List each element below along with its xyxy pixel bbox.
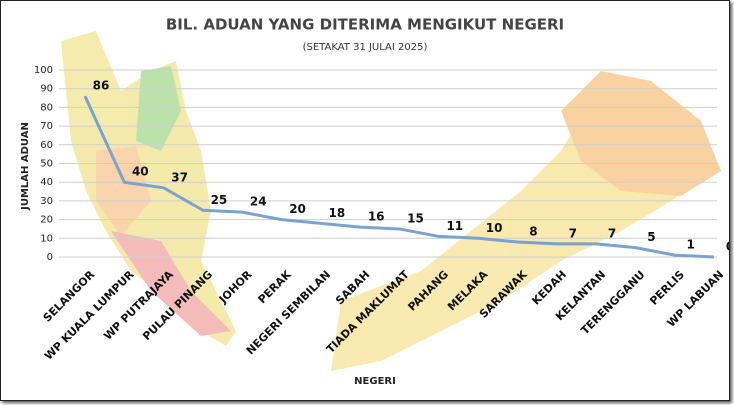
data-label: 7 [608,226,616,240]
y-tick-label: 80 [40,102,53,113]
data-label: 15 [407,211,424,225]
data-label: 86 [93,79,110,93]
data-label: 0 [726,240,729,254]
data-label: 25 [211,193,228,207]
chart-subtitle: (SETAKAT 31 JULAI 2025) [303,42,428,53]
y-tick-label: 20 [40,215,53,226]
data-label: 24 [250,195,267,209]
y-tick-label: 10 [40,233,53,244]
data-line [83,95,715,259]
data-label: 37 [171,170,188,184]
data-label: 1 [687,238,695,252]
chart-title: BIL. ADUAN YANG DITERIMA MENGIKUT NEGERI [166,16,564,34]
y-tick-label: 30 [40,196,53,207]
data-label: 16 [368,210,385,224]
y-tick-label: 100 [34,65,53,76]
x-tick-label: WP PUTRAJAYA [101,268,176,343]
data-label: 20 [289,202,306,216]
x-tick-label: PERAK [256,268,295,307]
chart: BIL. ADUAN YANG DITERIMA MENGIKUT NEGERI… [20,16,729,388]
y-tick-label: 90 [40,84,53,95]
y-tick-label: 50 [40,159,53,170]
y-axis-label: JUMLAH ADUAN [20,122,31,211]
data-label: 18 [329,206,346,220]
y-tick-label: 40 [40,177,53,188]
x-axis-label: NEGERI [354,376,396,387]
data-label: 11 [446,219,463,233]
y-tick-label: 0 [47,252,53,263]
x-tick-label: JOHOR [216,268,255,307]
map-background [61,31,721,371]
data-label: 10 [486,221,503,235]
data-label: 5 [647,230,655,244]
data-label: 40 [132,165,149,179]
data-label: 7 [569,226,577,240]
x-tick-label: PERLIS [647,268,687,308]
y-tick-label: 60 [40,140,53,151]
y-tick-label: 70 [40,121,53,132]
data-label: 8 [529,225,537,239]
